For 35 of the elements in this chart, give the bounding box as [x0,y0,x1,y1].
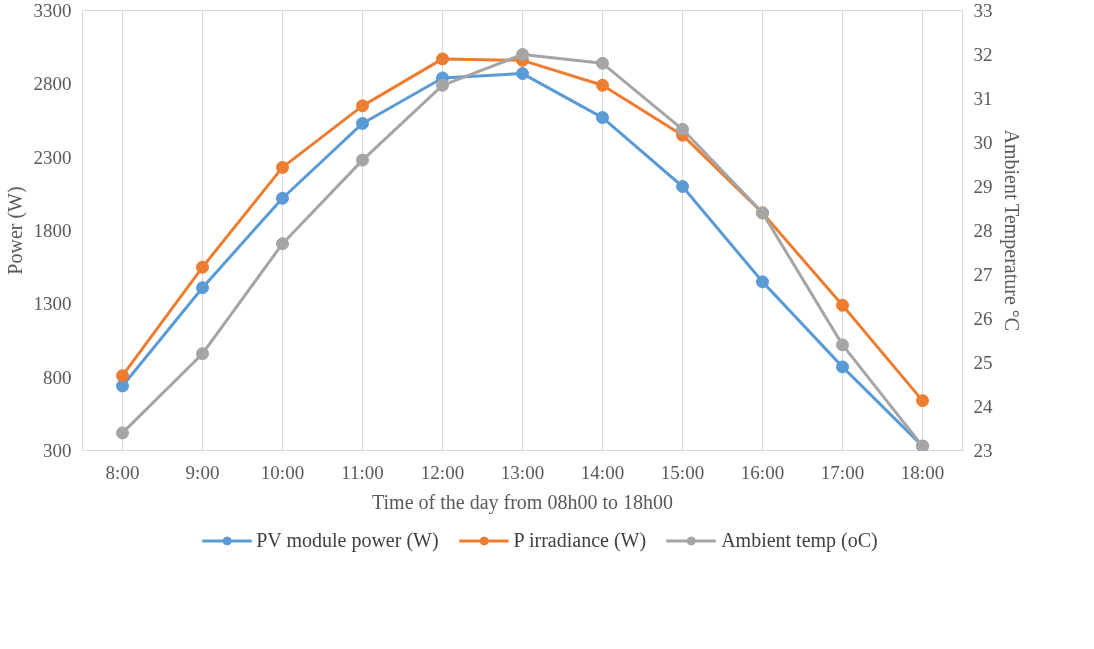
y-tick-label: 3300 [33,0,72,21]
x-tick-label: 10:00 [260,461,305,483]
y-tick-label: 300 [43,440,72,461]
y2-tick-label: 23 [973,440,993,461]
legend-label: Ambient temp (oC) [721,528,878,552]
y2-axis-title: Ambient Temperature °C [999,129,1023,332]
y2-tick-label: 30 [973,132,993,153]
y2-tick-label: 25 [973,352,993,373]
y-tick-label: 2300 [33,146,72,168]
x-tick-label: 18:00 [900,461,945,483]
x-tick-label: 16:00 [740,461,785,483]
legend-label: P irradiance (W) [513,528,647,552]
x-tick-label: 9:00 [185,461,220,483]
x-tick-label: 11:00 [341,461,384,483]
x-tick-label: 17:00 [820,461,865,483]
y-tick-label: 800 [43,366,72,388]
x-tick-label: 15:00 [660,461,705,483]
y2-tick-label: 32 [973,44,993,65]
y2-tick-label: 27 [973,264,993,285]
x-tick-label: 14:00 [580,461,625,483]
x-tick-label: 13:00 [500,461,545,483]
legend-label: PV module power (W) [256,528,439,552]
y-tick-label: 1300 [33,293,72,315]
x-tick-label: 12:00 [420,461,465,483]
y2-tick-label: 24 [973,396,993,417]
y2-tick-label: 26 [973,308,993,329]
x-axis-title: Time of the day from 08h00 to 18h00 [372,490,673,514]
y-tick-label: 1800 [33,220,72,241]
y2-tick-label: 29 [973,176,993,197]
x-tick-label: 8:00 [105,461,140,483]
y2-tick-label: 33 [973,0,993,21]
y-axis-title: Power (W) [3,186,27,275]
y2-tick-label: 28 [973,220,993,241]
y2-tick-label: 31 [973,88,993,109]
y-tick-label: 2800 [33,73,72,95]
